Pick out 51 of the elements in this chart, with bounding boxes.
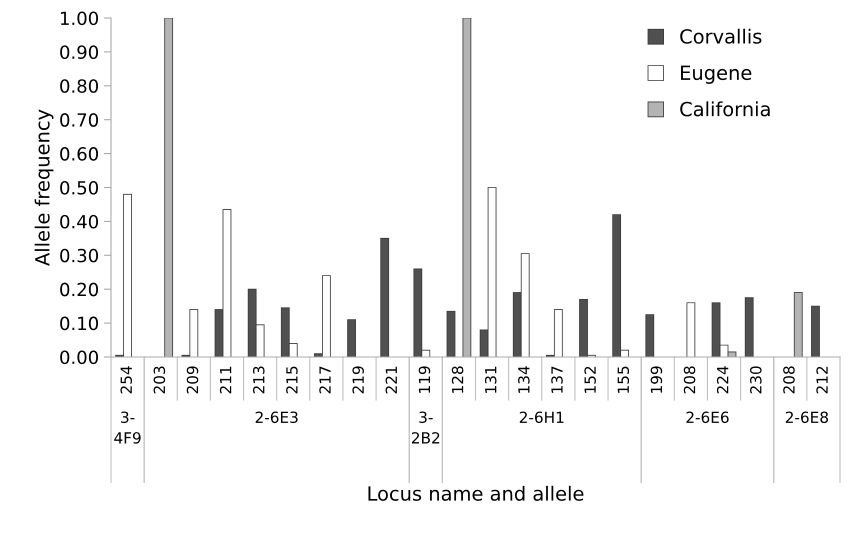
y-tick-label: 0.70 — [60, 113, 98, 127]
x-tick-label: 131 — [484, 366, 496, 393]
legend-label: California — [680, 101, 770, 116]
legend-label: Corvallis — [680, 28, 762, 44]
x-tick-label: 134 — [518, 366, 530, 393]
y-tick-label: 0.40 — [60, 214, 98, 229]
y-tick-label: 0.90 — [60, 45, 98, 60]
y-axis-title: Allele frequency — [34, 110, 54, 266]
x-tick-label: 221 — [386, 366, 397, 394]
text: 2-6E6 — [686, 412, 729, 424]
x-tick-label: 213 — [252, 366, 265, 394]
legend-label: Eugene — [681, 66, 752, 84]
y-tick-label: 0.30 — [60, 248, 98, 262]
x-tick-label: 215 — [286, 366, 298, 394]
x-tick-label: 230 — [750, 366, 762, 394]
y-tick-label: 0.20 — [60, 282, 98, 296]
text: 2-6E3 — [256, 412, 298, 424]
x-tick-label: 199 — [650, 366, 662, 393]
x-tick-label: 217 — [319, 366, 331, 394]
y-tick-label: 0.80 — [60, 79, 98, 93]
x-tick-label: 155 — [618, 366, 630, 393]
text: 2-6H1 — [520, 412, 564, 424]
x-tick-label: 209 — [186, 366, 198, 394]
x-axis-title: Locus name and allele — [368, 486, 584, 501]
y-tick-label: 0.60 — [60, 147, 98, 161]
y-tick-label: 0.10 — [60, 316, 98, 330]
x-tick-label: 224 — [716, 366, 728, 394]
x-tick-label: 211 — [220, 366, 232, 394]
x-tick-label: 128 — [452, 366, 464, 393]
bar — [811, 306, 820, 357]
x-tick-label: 152 — [584, 366, 596, 393]
x-tick-label: 137 — [551, 366, 563, 393]
text: 2-6E8 — [786, 412, 828, 424]
bar — [446, 310, 456, 357]
bar — [744, 297, 754, 357]
x-tick-label: 208 — [684, 366, 696, 394]
y-tick-label: 0.00 — [60, 350, 98, 364]
x-tick-label: 119 — [418, 366, 430, 393]
x-tick-label: 208 — [783, 366, 795, 394]
y-tick-label: 1.00 — [60, 11, 98, 26]
text: 3- 2B2 — [412, 412, 440, 444]
bar — [686, 302, 696, 357]
y-tick-label: 0.50 — [60, 180, 98, 195]
bar — [380, 238, 390, 357]
x-tick-label: 212 — [816, 366, 828, 394]
text: 3- 4F9 — [114, 412, 141, 444]
bar — [645, 314, 654, 357]
x-tick-label: 203 — [154, 366, 166, 394]
x-tick-label: 254 — [120, 366, 132, 394]
bar — [347, 319, 356, 357]
x-tick-label: 219 — [352, 366, 364, 394]
